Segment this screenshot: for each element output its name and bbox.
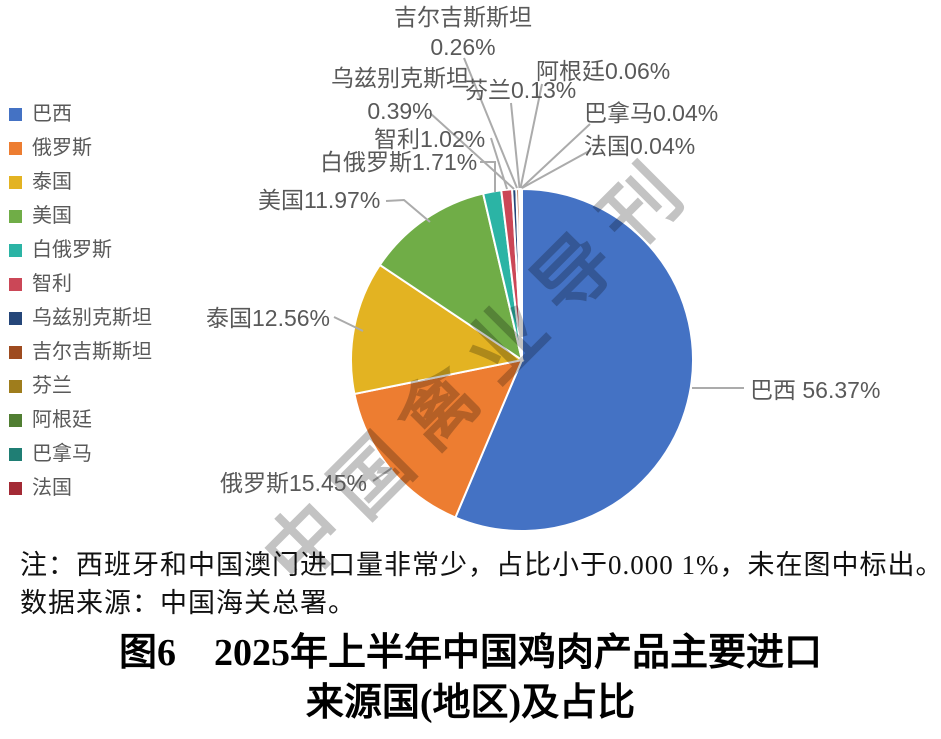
legend-label: 乌兹别克斯坦 — [32, 307, 152, 329]
legend-swatch — [9, 175, 22, 189]
pie-label-line: 巴西 56.37% — [750, 377, 881, 403]
legend-swatch — [9, 107, 22, 121]
legend-label: 阿根廷 — [32, 409, 92, 431]
leader-line-美国 — [385, 198, 431, 223]
legend-item-乌兹别克斯坦: 乌兹别克斯坦 — [9, 301, 152, 335]
leader-line-阿根廷 — [519, 83, 543, 189]
note-line-1: 注：西班牙和中国澳门进口量非常少，占比小于0.000 1%，未在图中标出。 — [20, 550, 941, 580]
pie-label-智利: 智利1.02% — [374, 124, 485, 154]
legend-item-智利: 智利 — [9, 267, 152, 301]
legend-swatch — [9, 141, 22, 155]
figure-caption: 图6 2025年上半年中国鸡肉产品主要进口 来源国(地区)及占比 — [0, 628, 941, 728]
pie-label-line: 吉尔吉斯斯坦 — [394, 4, 532, 30]
legend-item-巴西: 巴西 — [9, 97, 152, 131]
leader-line-乌兹别克斯坦 — [429, 112, 515, 190]
pie-label-法国: 法国0.04% — [584, 131, 695, 161]
pie-label-line: 白俄罗斯1.71% — [320, 149, 478, 175]
legend-label: 吉尔吉斯斯坦 — [32, 341, 152, 363]
legend-label: 俄罗斯 — [32, 137, 92, 159]
legend-item-芬兰: 芬兰 — [9, 369, 152, 403]
pie-label-乌兹别克斯坦: 乌兹别克斯坦 0.39% — [200, 63, 600, 126]
legend-swatch — [9, 379, 22, 393]
pie-slice-巴西 — [454, 187, 694, 532]
leader-line-吉尔吉斯斯坦 — [463, 57, 518, 189]
legend-swatch — [9, 447, 22, 461]
legend-swatch — [9, 277, 22, 291]
pie-label-line: 乌兹别克斯坦 — [331, 65, 469, 91]
legend-item-吉尔吉斯斯坦: 吉尔吉斯斯坦 — [9, 335, 152, 369]
pie-label-美国: 美国11.97% — [258, 185, 380, 215]
caption-line-1: 图6 2025年上半年中国鸡肉产品主要进口 — [118, 632, 822, 674]
note-line-2: 数据来源：中国海关总署。 — [20, 588, 356, 618]
legend-label: 智利 — [32, 273, 72, 295]
legend-item-俄罗斯: 俄罗斯 — [9, 131, 152, 165]
pie-label-俄罗斯: 俄罗斯15.45% — [220, 468, 367, 498]
pie-label-line: 芬兰0.13% — [465, 77, 577, 103]
legend-label: 巴西 — [32, 103, 72, 125]
leader-line-泰国 — [333, 316, 364, 332]
pie-label-巴西: 巴西 56.37% — [750, 375, 880, 405]
note-text: 注：西班牙和中国澳门进口量非常少，占比小于0.000 1%，未在图中标出。 数据… — [20, 546, 941, 622]
pie-label-line: 法国0.04% — [584, 133, 696, 159]
pie-label-吉尔吉斯斯坦: 吉尔吉斯斯坦 0.26% — [263, 2, 663, 62]
legend-swatch — [9, 209, 22, 223]
pie-label-阿根廷: 阿根廷0.06% — [536, 56, 670, 86]
leader-line-白俄罗斯 — [480, 161, 496, 192]
pie-label-白俄罗斯: 白俄罗斯1.71% — [320, 147, 477, 177]
legend-swatch — [9, 345, 22, 359]
legend-label: 美国 — [32, 205, 72, 227]
leader-line-俄罗斯 — [372, 467, 393, 482]
pie-label-line: 0.26% — [430, 34, 496, 60]
pie-slice-俄罗斯 — [353, 358, 524, 519]
legend-item-白俄罗斯: 白俄罗斯 — [9, 233, 152, 267]
legend-swatch — [9, 481, 22, 495]
legend-item-美国: 美国 — [9, 199, 152, 233]
pie-label-line: 俄罗斯15.45% — [220, 470, 368, 496]
pie-slice-美国 — [378, 192, 524, 363]
caption-line-2: 来源国(地区)及占比 — [305, 682, 636, 724]
pie-label-line: 阿根廷0.06% — [536, 58, 671, 84]
pie-label-line: 0.39% — [367, 98, 433, 124]
legend-swatch — [9, 243, 22, 257]
legend-swatch — [9, 311, 22, 325]
legend-label: 芬兰 — [32, 375, 72, 397]
legend-item-法国: 法国 — [9, 471, 152, 505]
leader-line-法国 — [521, 149, 592, 189]
pie-label-芬兰: 芬兰0.13% — [465, 75, 576, 105]
pie-label-line: 智利1.02% — [374, 126, 486, 152]
legend-item-巴拿马: 巴拿马 — [9, 437, 152, 471]
legend-label: 法国 — [32, 477, 72, 499]
legend-swatch — [9, 413, 22, 427]
legend-label: 巴拿马 — [32, 443, 92, 465]
leader-line-芬兰 — [510, 102, 521, 189]
pie-label-泰国: 泰国12.56% — [206, 303, 330, 333]
pie-label-line: 巴拿马0.04% — [584, 100, 719, 126]
pie-label-巴拿马: 巴拿马0.04% — [584, 98, 718, 128]
legend-item-阿根廷: 阿根廷 — [9, 403, 152, 437]
legend: 巴西俄罗斯泰国美国白俄罗斯智利乌兹别克斯坦 吉尔吉斯斯坦 芬兰阿根廷巴拿马法国 — [9, 97, 152, 505]
pie-label-line: 美国11.97% — [258, 187, 381, 213]
legend-item-泰国: 泰国 — [9, 165, 152, 199]
legend-label: 白俄罗斯 — [32, 239, 112, 261]
leader-line-巴拿马 — [520, 123, 591, 189]
legend-label: 泰国 — [32, 171, 72, 193]
pie-label-line: 泰国12.56% — [206, 305, 331, 331]
